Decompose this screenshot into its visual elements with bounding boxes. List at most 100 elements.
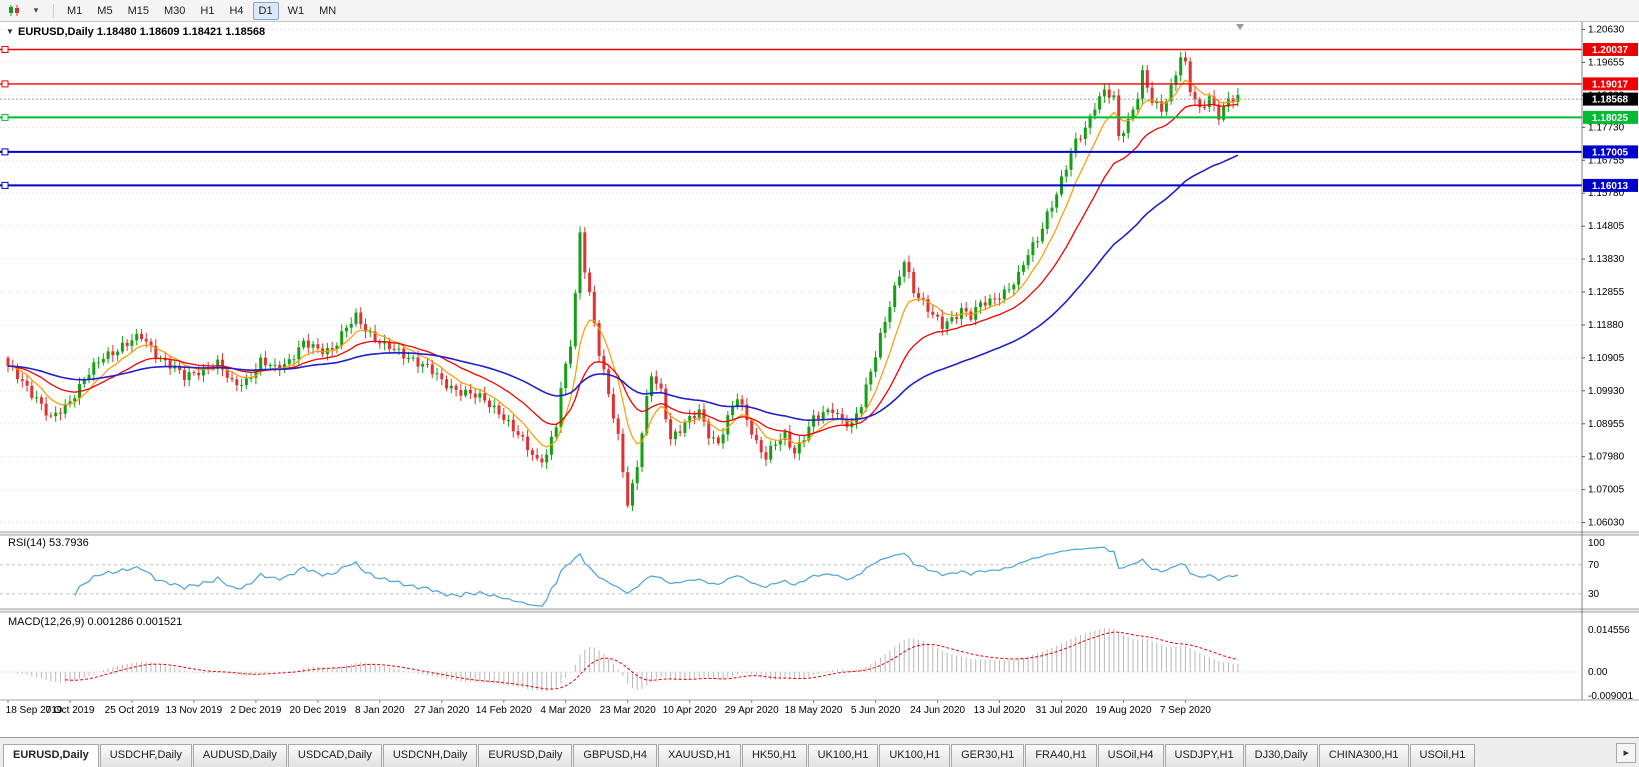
chart-tab[interactable]: EURUSD,Daily	[478, 744, 573, 767]
date-axis-label: 25 Oct 2019	[105, 705, 160, 716]
chart-tab[interactable]: USOil,H4	[1097, 744, 1164, 767]
timeframe-button-m15[interactable]: M15	[127, 4, 149, 17]
chart-tab[interactable]: AUDUSD,Daily	[192, 744, 287, 767]
ma-fast-line	[7, 79, 1239, 448]
moving-averages	[7, 79, 1239, 448]
price-axis[interactable]: 1.206301.196551.186801.177301.167551.157…	[1581, 22, 1625, 700]
date-axis-label: 8 Jan 2020	[355, 705, 405, 716]
panel-separator[interactable]	[0, 609, 1639, 612]
chart-tab[interactable]: UK100,H1	[807, 744, 879, 767]
date-axis-label: 7 Sep 2020	[1160, 705, 1212, 716]
date-axis-label: 10 Apr 2020	[663, 705, 717, 716]
macd-panel: 0.014556 0.00 -0.009001 MACD(12,26,9) 0.001…	[0, 616, 1633, 702]
rsi-axis-label: 30	[1588, 589, 1600, 600]
chart-tab[interactable]: USDJPY,H1	[1164, 744, 1244, 767]
timeframe-button-mn[interactable]: MN	[319, 4, 337, 17]
horizontal-level-lines	[0, 46, 1582, 189]
chart-tab[interactable]: UK100,H1	[879, 744, 951, 767]
chart-tab[interactable]: XAUUSD,H1	[657, 744, 741, 767]
level-line-handle[interactable]	[1, 181, 9, 189]
date-axis-label: 4 Mar 2020	[540, 705, 591, 716]
rsi-axis-label: 100	[1588, 538, 1605, 549]
chart-tab[interactable]: USOil,H1	[1409, 744, 1476, 767]
level-line-handle[interactable]	[1, 148, 9, 156]
level-line-handle[interactable]	[1, 80, 9, 88]
level-line-handle[interactable]	[1, 46, 9, 53]
date-axis-label: 19 Aug 2020	[1095, 705, 1152, 716]
panel-separator[interactable]	[0, 532, 1639, 535]
date-axis-label: 7 Oct 2019	[46, 705, 95, 716]
price-tag-label: 1.17005	[1592, 147, 1629, 158]
price-tag-label: 1.18568	[1592, 95, 1629, 106]
date-axis-label: 20 Dec 2019	[290, 705, 347, 716]
timeframe-button-m5[interactable]: M5	[97, 4, 113, 17]
chart-tab[interactable]: HK50,H1	[741, 744, 807, 767]
chart-tab[interactable]: FRA40,H1	[1025, 744, 1097, 767]
price-axis-label: 1.15780	[1588, 188, 1625, 199]
price-tag	[1583, 77, 1638, 91]
timeframe-button-m1[interactable]: M1	[67, 4, 83, 17]
price-axis-label: 1.07980	[1588, 452, 1625, 463]
chart-tab[interactable]: USDCNH,Daily	[382, 744, 478, 767]
date-axis-label: 23 Mar 2020	[600, 705, 657, 716]
date-axis-label: 13 Jul 2020	[974, 705, 1026, 716]
date-axis-label: 31 Jul 2020	[1036, 705, 1088, 716]
price-tags: 1.20037 1.19017 1.18025 1.17005 1.16013 1.185…	[1583, 43, 1638, 192]
date-axis-label: 18 May 2020	[785, 705, 843, 716]
date-axis-label: 18 Sep 2019	[6, 705, 63, 716]
rsi-axis-label: 70	[1588, 560, 1600, 571]
rsi-line	[74, 546, 1239, 607]
date-axis-label: 2 Dec 2019	[230, 705, 282, 716]
chart-shift-marker[interactable]	[1236, 24, 1244, 30]
chart-tab[interactable]: GBPUSD,H4	[573, 744, 657, 767]
timeframe-button-m30[interactable]: M30	[163, 4, 186, 17]
chart-tab[interactable]: CHINA300,H1	[1318, 744, 1409, 767]
price-axis-label: 1.08955	[1588, 419, 1625, 430]
date-axis-label: 29 Apr 2020	[725, 705, 779, 716]
price-tag	[1583, 178, 1638, 192]
chart-type-icon[interactable]	[4, 2, 24, 20]
price-axis-label: 1.17730	[1588, 122, 1625, 133]
price-tag-label: 1.19017	[1592, 79, 1629, 90]
timeframe-button-h4[interactable]: H4	[229, 4, 244, 17]
chart-tab[interactable]: USDCAD,Daily	[287, 744, 382, 767]
price-tag	[1583, 110, 1638, 124]
macd-signal-line	[65, 631, 1239, 690]
chart-title: EURUSD,Daily 1.18480 1.18609 1.18421 1.1…	[18, 26, 265, 38]
price-tag	[1583, 43, 1638, 56]
date-axis-label: 14 Feb 2020	[476, 705, 533, 716]
macd-label: MACD(12,26,9) 0.001286 0.001521	[8, 616, 182, 628]
candlestick-series	[6, 51, 1240, 512]
timeframe-button-d1[interactable]: D1	[252, 1, 279, 20]
price-axis-label: 1.20630	[1588, 24, 1625, 35]
price-axis-label: 1.11880	[1588, 320, 1624, 331]
price-axis-label: 1.09930	[1588, 386, 1625, 397]
chart-tab[interactable]: DJ30,Daily	[1244, 744, 1318, 767]
chart-tabs: EURUSD,Daily USDCHF,Daily AUDUSD,Daily USDC…	[3, 744, 1476, 767]
timeframe-button-w1[interactable]: W1	[287, 4, 305, 17]
price-axis-label: 1.16755	[1588, 155, 1625, 166]
macd-axis-label: -0.009001	[1588, 691, 1633, 702]
price-axis-label: 1.13830	[1588, 254, 1625, 265]
chart-tab[interactable]: EURUSD,Daily	[3, 744, 99, 767]
level-line-handle[interactable]	[1, 113, 9, 121]
price-tag-label: 1.16013	[1592, 181, 1629, 192]
chart-tabs-bar: EURUSD,Daily USDCHF,Daily AUDUSD,Daily USDC…	[0, 737, 1639, 767]
toolbar-separator	[53, 3, 54, 18]
chart-type-dropdown-icon[interactable]: ▾	[33, 5, 39, 15]
rsi-label: RSI(14) 53.7936	[8, 537, 89, 549]
macd-axis-label: 0.014556	[1588, 625, 1630, 636]
chart-canvas[interactable]: 1.206301.196551.186801.177301.167551.157…	[0, 22, 1639, 716]
timeframe-button-h1[interactable]: H1	[200, 4, 215, 17]
date-axis-label: 27 Jan 2020	[414, 705, 469, 716]
price-gridlines	[0, 28, 1582, 523]
symbol-menu-icon[interactable]: ▼	[6, 27, 14, 36]
price-tag	[1583, 145, 1638, 159]
tabs-scroll-right-button[interactable]: ▸	[1616, 743, 1636, 763]
chart-tab[interactable]: USDCHF,Daily	[99, 744, 192, 767]
chart-tab[interactable]: GER30,H1	[951, 744, 1025, 767]
rsi-panel: 100 70 30 RSI(14) 53.7936	[0, 537, 1605, 607]
price-tag-label: 1.18025	[1592, 113, 1629, 124]
